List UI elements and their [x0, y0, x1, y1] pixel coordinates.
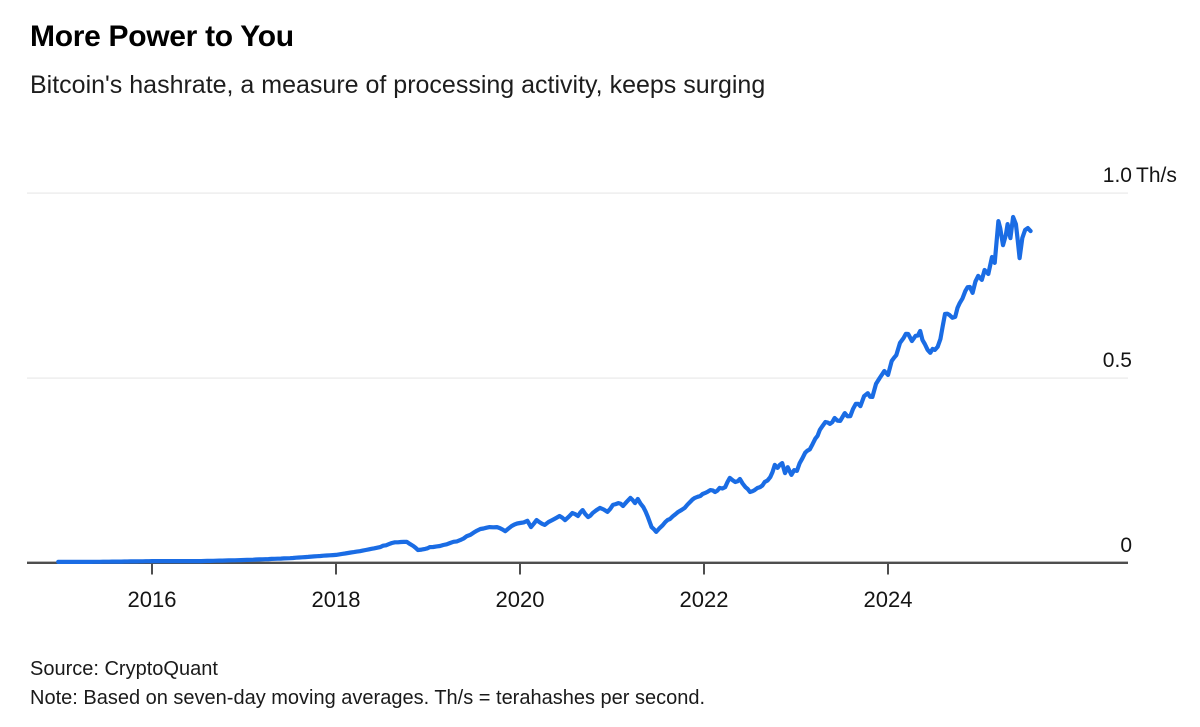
hashrate-line — [56, 214, 1033, 565]
y-tick-label: 0 — [1120, 534, 1132, 557]
x-tick-label: 2024 — [863, 587, 913, 612]
x-tick — [703, 564, 705, 575]
y-tick-label: 0.5 — [1102, 349, 1132, 372]
x-tick-label: 2016 — [127, 587, 177, 612]
gridline — [27, 377, 1128, 379]
x-tick-label: 2020 — [495, 587, 545, 612]
gridline — [27, 192, 1128, 194]
x-axis-line — [27, 561, 1128, 564]
note-text: Note: Based on seven-day moving averages… — [30, 687, 706, 709]
x-tick-label: 2018 — [311, 587, 361, 612]
chart-title: More Power to You — [30, 20, 294, 53]
x-tick — [151, 564, 153, 575]
y-tick-label: 1.0 — [1102, 164, 1132, 187]
y-unit-label: Th/s — [1136, 164, 1177, 187]
chart-subtitle: Bitcoin's hashrate, a measure of process… — [30, 71, 766, 99]
x-tick — [887, 564, 889, 575]
x-tick — [335, 564, 337, 575]
x-tick-label: 2022 — [679, 587, 729, 612]
x-tick — [519, 564, 521, 575]
source-text: Source: CryptoQuant — [30, 658, 218, 680]
